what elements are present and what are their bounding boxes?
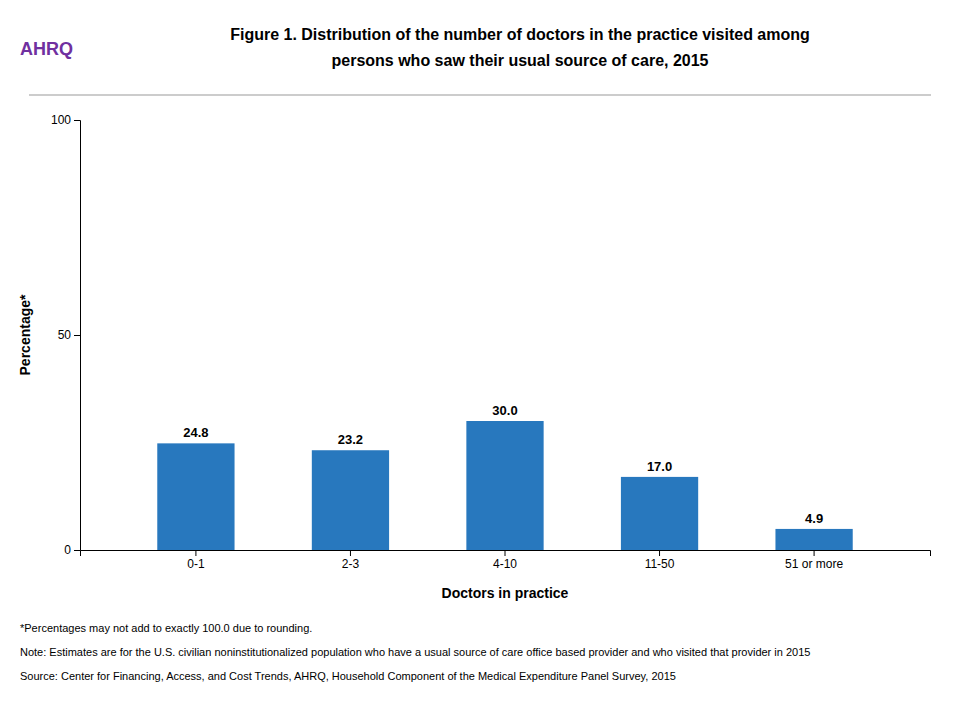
x-axis-title: Doctors in practice bbox=[442, 585, 569, 601]
data-label: 24.8 bbox=[183, 425, 208, 440]
tick-mark bbox=[74, 550, 80, 551]
bar bbox=[775, 529, 852, 550]
tick-mark bbox=[659, 550, 660, 556]
tick: 51 or more bbox=[785, 550, 843, 571]
bars bbox=[157, 421, 852, 550]
tick-label: 4-10 bbox=[493, 557, 517, 571]
tick-label: 0-1 bbox=[187, 557, 205, 571]
tick: 100 bbox=[51, 113, 80, 127]
y-axis-title: Percentage* bbox=[17, 294, 33, 375]
data-label: 30.0 bbox=[492, 403, 517, 418]
bar bbox=[466, 421, 543, 550]
title: Figure 1. Distribution of the number of … bbox=[230, 26, 810, 43]
title: persons who saw their usual source of ca… bbox=[331, 52, 708, 69]
tick-mark bbox=[74, 335, 80, 336]
tick: 50 bbox=[58, 328, 80, 342]
tick-mark bbox=[350, 550, 351, 556]
tick-mark bbox=[505, 550, 506, 556]
tick: 0 bbox=[64, 543, 80, 557]
tick-label: 11-50 bbox=[645, 557, 675, 571]
data-label: 23.2 bbox=[338, 432, 363, 447]
tick: 2-3 bbox=[342, 550, 360, 571]
tick: 11-50 bbox=[645, 550, 675, 571]
bar bbox=[157, 443, 234, 550]
tick: 4-10 bbox=[493, 550, 517, 571]
footnote: Note: Estimates are for the U.S. civilia… bbox=[20, 646, 810, 658]
footnote: Source: Center for Financing, Access, an… bbox=[20, 670, 676, 682]
tick-mark bbox=[195, 550, 196, 556]
footnote: *Percentages may not add to exactly 100.… bbox=[20, 622, 312, 634]
bar bbox=[312, 450, 389, 550]
axis-line bbox=[74, 121, 81, 551]
tick: 0-1 bbox=[187, 550, 205, 571]
tick-label: 51 or more bbox=[785, 557, 843, 571]
tick-mark bbox=[814, 550, 815, 556]
separator bbox=[29, 95, 931, 96]
data-labels: 24.8 23.2 30.0 17.0 4.9 bbox=[183, 403, 823, 526]
tick-label: 0 bbox=[64, 543, 71, 557]
bar bbox=[621, 477, 698, 550]
tick-label: 50 bbox=[58, 328, 72, 342]
plot: 24.8 23.2 30.0 17.0 4.9 0 50 100 0-1 2-3 4-10 11-50… bbox=[17, 113, 931, 601]
data-label: 17.0 bbox=[647, 459, 672, 474]
y-axis: 0 50 100 bbox=[51, 113, 81, 557]
axis-line bbox=[81, 551, 931, 557]
tick-label: 2-3 bbox=[342, 557, 360, 571]
data-label: 4.9 bbox=[805, 511, 823, 526]
chart: AHRQ Figure 1. Distribution of the number… bbox=[0, 0, 960, 720]
x-axis: 0-1 2-3 4-10 11-50 51 or more bbox=[81, 550, 931, 571]
logo-text: AHRQ bbox=[20, 39, 73, 59]
tick-label: 100 bbox=[51, 113, 71, 127]
tick-mark bbox=[74, 120, 80, 121]
